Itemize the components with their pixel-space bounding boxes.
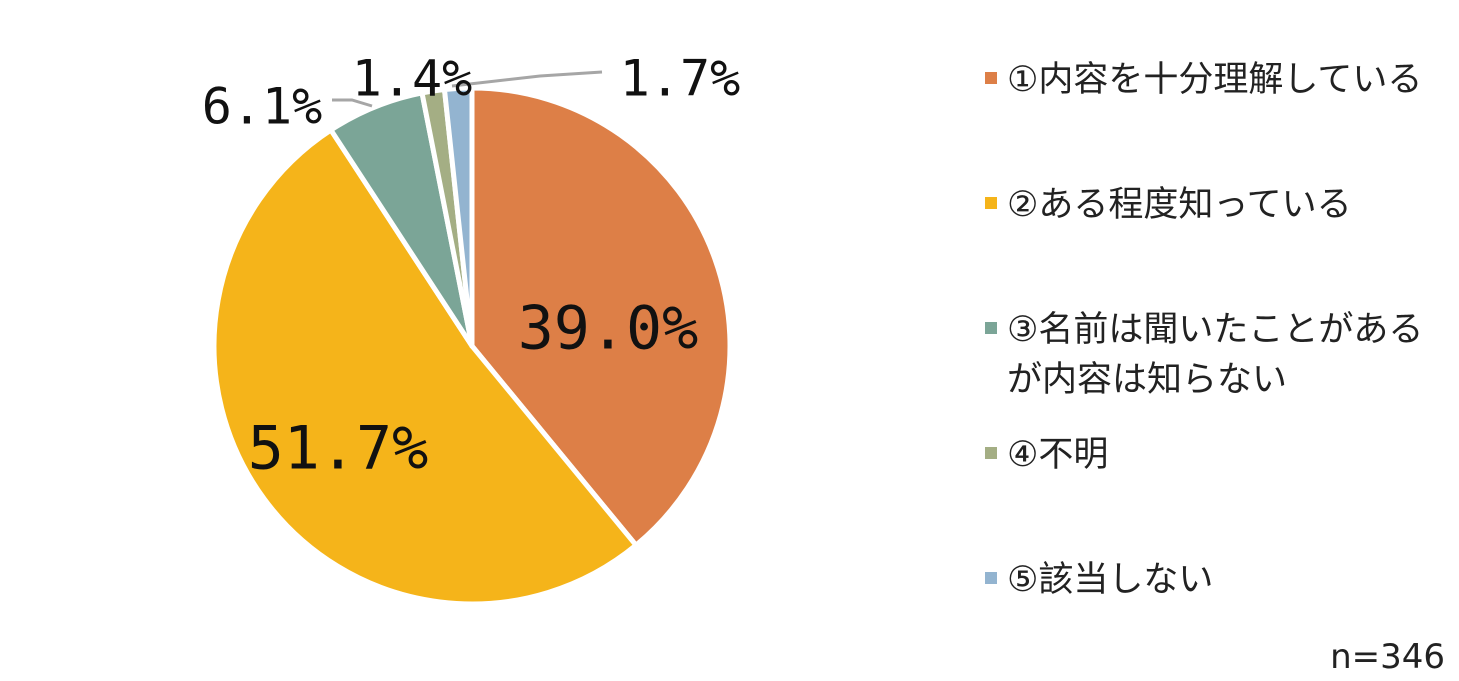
data-label: 6.1% <box>202 78 322 136</box>
legend-item: ⑤該当しない <box>985 555 1445 605</box>
data-label: 39.0% <box>518 294 699 364</box>
legend-item: ①内容を十分理解している <box>985 55 1445 105</box>
legend-swatch <box>985 197 997 209</box>
sample-size: n=346 <box>1330 637 1445 677</box>
legend-label: ②ある程度知っている <box>1007 185 1352 225</box>
data-label: 1.7% <box>620 50 740 108</box>
legend-swatch <box>985 572 997 584</box>
leader-line <box>451 70 603 88</box>
legend-label: ③名前は聞いたことがあるが内容は知らない <box>1007 310 1424 400</box>
pie-slice <box>211 127 639 607</box>
pie-chart: 39.0% 51.7% 6.1% 1.4% 1.7% <box>201 49 741 607</box>
legend-label: ⑤該当しない <box>1007 560 1214 600</box>
pie-slice <box>441 85 475 349</box>
legend-label: ①内容を十分理解している <box>1007 60 1423 100</box>
pie-slice <box>469 85 733 548</box>
data-label: 51.7% <box>248 414 429 484</box>
legend-label: ④不明 <box>1007 435 1109 475</box>
legend-swatch <box>985 72 997 84</box>
legend-item: ③名前は聞いたことがあるが内容は知らない <box>985 305 1445 405</box>
legend-swatch <box>985 322 997 334</box>
data-label: 1.4% <box>352 50 472 108</box>
legend: ①内容を十分理解している ②ある程度知っている ③名前は聞いたことがあるが内容は… <box>985 0 1455 640</box>
leader-line <box>332 98 373 108</box>
legend-item: ②ある程度知っている <box>985 180 1445 230</box>
legend-swatch <box>985 447 997 459</box>
legend-item: ④不明 <box>985 430 1445 480</box>
